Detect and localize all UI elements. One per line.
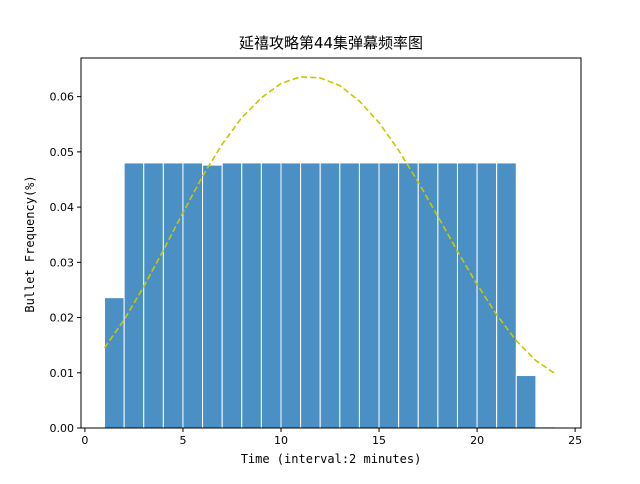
y-tick-label: 0.02 (50, 312, 75, 325)
bar (221, 162, 243, 429)
bar (378, 162, 400, 429)
x-axis-label: Time (interval:2 minutes) (240, 452, 422, 466)
x-tick-label: 15 (372, 434, 386, 447)
y-tick-label: 0.04 (50, 201, 75, 214)
chart-title: 延禧攻略第44集弹幕频率图 (238, 34, 424, 52)
bar (456, 162, 478, 429)
bar (515, 375, 537, 429)
x-tick-label: 0 (81, 434, 88, 447)
trend-line (103, 75, 556, 375)
bar (280, 162, 302, 429)
x-tick-label: 10 (274, 434, 288, 447)
bar (358, 162, 380, 429)
bar (123, 162, 145, 429)
bar (437, 162, 458, 429)
y-tick-label: 0.03 (50, 256, 75, 269)
bar (496, 162, 517, 429)
bar (104, 297, 125, 429)
bar (182, 162, 204, 429)
x-tick-label: 5 (179, 434, 186, 447)
bar (476, 162, 498, 429)
bar (260, 162, 282, 429)
x-tick-label: 20 (470, 434, 484, 447)
y-tick-label: 0.05 (50, 146, 75, 159)
y-axis-label: Bullet Frequency(%) (23, 175, 37, 313)
bar (202, 164, 223, 429)
bar (143, 162, 164, 429)
bar (319, 162, 341, 429)
y-tick-label: 0.01 (50, 367, 75, 380)
bar (339, 162, 360, 429)
bar (300, 162, 321, 429)
y-tick-label: 0.06 (50, 91, 75, 104)
bar (241, 162, 262, 429)
bar (417, 162, 439, 429)
axes-frame (80, 57, 582, 429)
y-tick-label: 0.00 (50, 422, 75, 435)
x-tick-label: 25 (568, 434, 582, 447)
bar (398, 162, 419, 429)
bar (162, 162, 184, 429)
